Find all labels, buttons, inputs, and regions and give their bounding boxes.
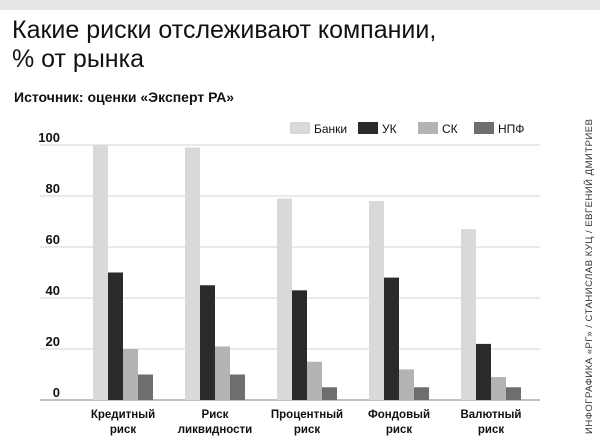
bar-УК-2 bbox=[200, 285, 215, 400]
category-label-3-line-1: Процентный bbox=[271, 409, 343, 421]
bar-СК-2 bbox=[215, 346, 230, 400]
category-label-2-line-2: ликвидности bbox=[178, 424, 253, 436]
title-line-1: Какие риски отслеживают компании, bbox=[12, 16, 437, 44]
category-label-4-line-1: Фондовый bbox=[368, 409, 430, 421]
bar-СК-1 bbox=[123, 349, 138, 400]
y-tick-80: 80 bbox=[46, 181, 60, 196]
bar-Банки-3 bbox=[277, 198, 292, 400]
legend-swatch-Банки bbox=[290, 122, 310, 134]
legend-swatch-СК bbox=[418, 122, 438, 134]
category-label-5-line-2: риск bbox=[478, 424, 504, 436]
bar-НПФ-5 bbox=[506, 387, 521, 400]
bar-УК-4 bbox=[384, 277, 399, 400]
legend-label-НПФ: НПФ bbox=[498, 122, 524, 136]
bar-НПФ-1 bbox=[138, 374, 153, 400]
y-tick-0: 0 bbox=[53, 385, 60, 400]
legend-label-Банки: Банки bbox=[314, 122, 347, 136]
legend-swatch-НПФ bbox=[474, 122, 494, 134]
category-labels: Кредитный риск Риск ликвидности Процентный ри… bbox=[91, 409, 522, 436]
category-label-4-line-2: риск bbox=[386, 424, 412, 436]
category-label-1-line-2: риск bbox=[110, 424, 136, 436]
bar-Банки-4 bbox=[369, 201, 384, 400]
bar-УК-1 bbox=[108, 272, 123, 400]
category-label-3-line-2: риск bbox=[294, 424, 320, 436]
bar-СК-3 bbox=[307, 361, 322, 400]
source-note: Источник: оценки «Эксперт РА» bbox=[14, 89, 235, 105]
bar-НПФ-4 bbox=[414, 387, 429, 400]
y-tick-60: 60 bbox=[46, 232, 60, 247]
chart-title: Какие риски отслеживают компании, % от р… bbox=[12, 16, 572, 74]
y-tick-100: 100 bbox=[38, 130, 60, 145]
bar-Банки-1 bbox=[93, 145, 108, 400]
bar-УК-3 bbox=[292, 290, 307, 400]
bar-УК-5 bbox=[476, 343, 491, 400]
title-line-2: % от рынка bbox=[12, 45, 144, 73]
legend: Банки УК СК НПФ bbox=[290, 122, 524, 136]
legend-label-СК: СК bbox=[442, 122, 458, 136]
legend-swatch-УК bbox=[358, 122, 378, 134]
category-label-5-line-1: Валютный bbox=[460, 409, 521, 421]
bar-НПФ-3 bbox=[322, 387, 337, 400]
category-label-2-line-1: Риск bbox=[202, 409, 229, 421]
bars bbox=[93, 145, 521, 400]
y-tick-40: 40 bbox=[46, 283, 60, 298]
bar-СК-5 bbox=[491, 377, 506, 400]
bar-НПФ-2 bbox=[230, 374, 245, 400]
y-tick-20: 20 bbox=[46, 334, 60, 349]
bar-Банки-5 bbox=[461, 229, 476, 400]
category-label-1-line-1: Кредитный bbox=[91, 409, 155, 421]
top-rule bbox=[0, 0, 600, 10]
y-axis: 0 20 40 60 80 100 bbox=[38, 130, 60, 400]
bar-Банки-2 bbox=[185, 147, 200, 400]
bar-СК-4 bbox=[399, 369, 414, 400]
legend-label-УК: УК bbox=[382, 122, 397, 136]
